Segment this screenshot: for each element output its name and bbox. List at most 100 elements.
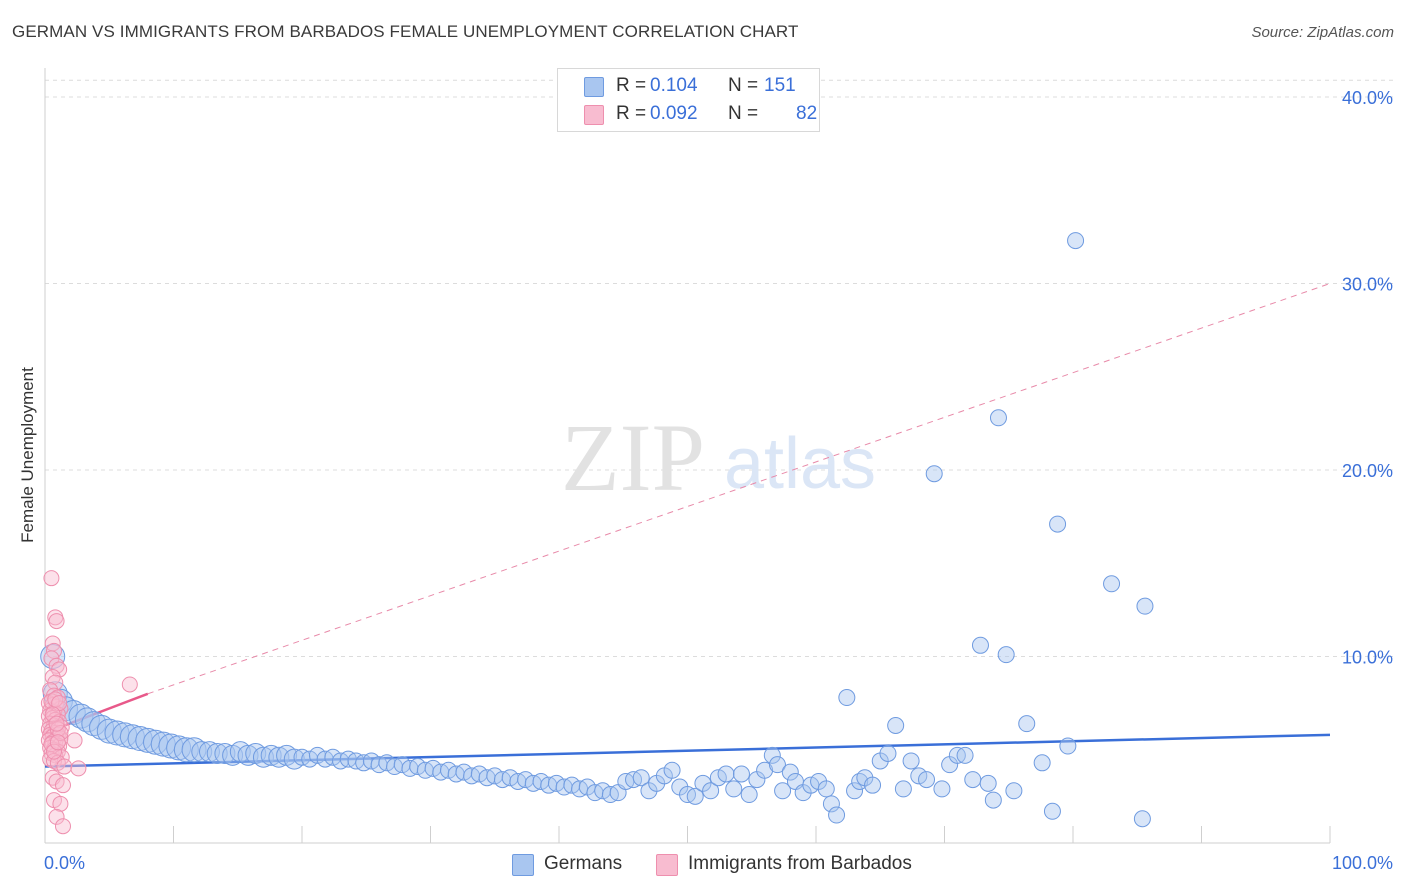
barbados-point xyxy=(48,808,65,825)
german-point xyxy=(989,409,1007,427)
german-point xyxy=(732,765,750,783)
german-point xyxy=(817,780,835,798)
watermark-atlas: atlas xyxy=(724,424,876,504)
german-point xyxy=(925,465,943,483)
german-point xyxy=(1067,232,1085,250)
legend-swatch-barbados xyxy=(584,105,604,125)
german-point xyxy=(902,752,920,770)
y-tick-label: 10.0% xyxy=(1342,648,1393,668)
german-point xyxy=(933,780,951,798)
barbados-trend-extension xyxy=(147,283,1331,695)
german-point xyxy=(918,771,936,789)
legend-n-value: 151 xyxy=(764,75,796,96)
german-point xyxy=(984,791,1002,809)
legend-r-key: R = xyxy=(616,75,647,96)
german-point xyxy=(894,780,912,798)
barbados-point xyxy=(121,676,138,693)
chart-title: GERMAN VS IMMIGRANTS FROM BARBADOS FEMAL… xyxy=(12,22,799,41)
german-point xyxy=(887,717,905,735)
source-credit: Source: ZipAtlas.com xyxy=(1251,24,1394,41)
german-point xyxy=(838,689,856,707)
y-tick-label: 30.0% xyxy=(1342,275,1393,295)
german-point xyxy=(740,786,758,804)
german-point xyxy=(774,782,792,800)
y-tick-label: 40.0% xyxy=(1342,88,1393,108)
barbados-point xyxy=(44,706,61,723)
barbados-point xyxy=(66,732,83,749)
german-point xyxy=(1136,597,1154,615)
barbados-trend-line xyxy=(44,692,149,735)
german-point xyxy=(763,746,781,764)
german-point xyxy=(846,782,864,800)
german-point xyxy=(864,776,882,794)
german-point xyxy=(252,746,274,768)
german-point xyxy=(997,646,1015,664)
barbados-point xyxy=(49,734,66,751)
german-point xyxy=(81,711,107,737)
legend-swatch-germans xyxy=(584,77,604,97)
barbados-point xyxy=(54,818,71,835)
bottom-legend-label: Germans xyxy=(544,853,623,874)
german-point xyxy=(702,782,720,800)
german-point xyxy=(1133,810,1151,828)
german-point xyxy=(956,746,974,764)
german-point xyxy=(1059,737,1077,755)
german-point xyxy=(198,741,220,763)
german-point xyxy=(1018,715,1036,733)
german-point xyxy=(725,780,743,798)
barbados-point xyxy=(52,795,69,812)
watermark: ZIP atlas xyxy=(561,404,876,511)
watermark-zip: ZIP xyxy=(561,404,705,511)
german-point xyxy=(828,806,846,824)
legend-n-value: 82 xyxy=(796,103,818,124)
german-point xyxy=(686,787,704,805)
german-point xyxy=(632,769,650,787)
legend-r-value: 0.092 xyxy=(650,103,698,124)
barbados-point xyxy=(48,715,65,732)
german-point xyxy=(237,744,259,766)
german-point xyxy=(781,763,799,781)
german-point xyxy=(206,742,228,764)
german-point xyxy=(1033,754,1051,772)
german-point xyxy=(68,703,94,729)
german-point xyxy=(971,636,989,654)
legend-n-key: N = xyxy=(728,103,759,124)
barbados-points xyxy=(40,570,138,835)
german-point xyxy=(910,767,928,785)
german-point xyxy=(879,744,897,762)
barbados-point xyxy=(52,724,69,741)
bottom-legend-swatch-barbados xyxy=(656,854,678,876)
barbados-point xyxy=(48,613,65,630)
german-point xyxy=(1103,575,1121,593)
german-point xyxy=(663,761,681,779)
german-points xyxy=(40,232,1154,828)
barbados-point xyxy=(70,760,87,777)
legend-r-key: R = xyxy=(616,103,647,124)
german-point xyxy=(268,746,290,768)
german-point xyxy=(191,741,213,763)
german-point xyxy=(822,795,840,813)
german-trend-line xyxy=(44,733,1331,768)
german-point xyxy=(768,756,786,774)
german-point xyxy=(1043,802,1061,820)
german-point xyxy=(1005,782,1023,800)
x-tick-label: 100.0% xyxy=(1332,853,1393,873)
legend-n-key: N = xyxy=(728,75,759,96)
barbados-point xyxy=(54,777,71,794)
german-point xyxy=(979,774,997,792)
german-point xyxy=(717,765,735,783)
german-point xyxy=(1049,515,1067,533)
bottom-legend-swatch-germans xyxy=(512,854,534,876)
bottom-legend-label: Immigrants from Barbados xyxy=(688,853,912,874)
german-point xyxy=(260,744,282,766)
german-point xyxy=(74,707,100,733)
legend-r-value: 0.104 xyxy=(650,75,698,96)
german-point xyxy=(89,714,115,740)
correlation-legend: R = 0.104 N = 151 R = 0.092 N = 82 xyxy=(557,68,820,132)
barbados-point xyxy=(56,758,73,775)
gridlines xyxy=(45,79,1395,657)
german-point xyxy=(709,769,727,787)
y-tick-label: 20.0% xyxy=(1342,461,1393,481)
barbados-point xyxy=(45,743,62,760)
